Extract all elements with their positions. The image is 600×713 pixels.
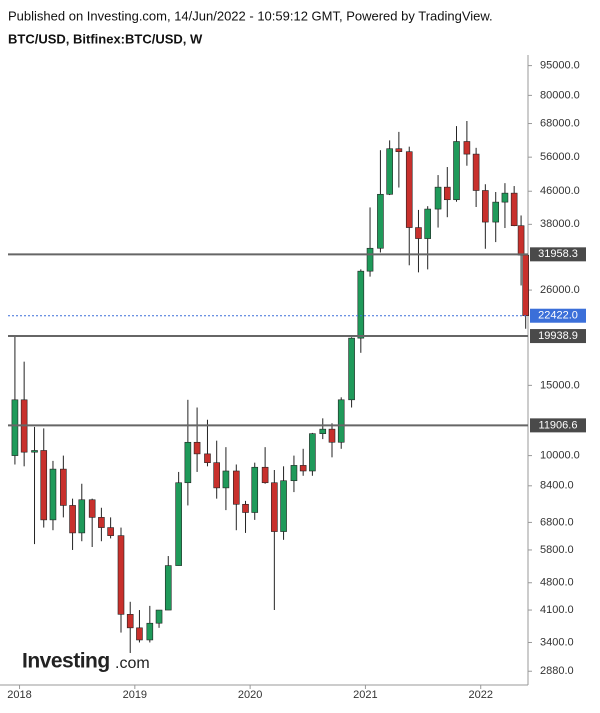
logo-main: Investing	[22, 650, 110, 673]
y-tick-label: 10000.0	[540, 450, 580, 462]
candle-body	[117, 535, 125, 615]
candle-body	[453, 141, 460, 201]
candle-body	[395, 148, 403, 152]
x-tick-label: 2018	[7, 689, 31, 701]
y-tick-label: 4100.0	[540, 604, 574, 616]
candle-body	[463, 141, 471, 155]
candle-body	[405, 151, 413, 228]
candle-body	[386, 148, 393, 195]
candle-body	[222, 470, 230, 489]
candle-body	[443, 186, 451, 201]
candle-body	[366, 247, 374, 272]
y-tick-label: 5800.0	[540, 544, 574, 556]
y-tick-label: 26000.0	[540, 284, 580, 296]
candle-body	[88, 499, 96, 518]
candle-body	[126, 614, 134, 629]
y-tick-label: 2880.0	[540, 665, 574, 677]
candle-body	[309, 433, 316, 472]
candle-body	[517, 225, 525, 256]
candle-body	[155, 609, 163, 624]
level-label-bg	[530, 329, 586, 344]
y-tick-label: 56000.0	[540, 151, 580, 163]
candle-body	[348, 337, 355, 401]
candle-body	[280, 480, 287, 532]
candle-body	[424, 208, 431, 239]
candle-body	[193, 441, 201, 455]
candle-body	[49, 468, 57, 521]
candle-body	[184, 441, 192, 484]
candle-body	[136, 627, 143, 641]
candle-body	[98, 517, 105, 528]
candle-body	[337, 399, 345, 443]
candle-body	[204, 453, 211, 463]
candle-body	[290, 465, 298, 482]
header: Published on Investing.com, 14/Jun/2022 …	[8, 8, 493, 23]
candle-body	[31, 450, 38, 453]
level-label-bg	[530, 247, 586, 262]
chart-title: BTC/USD, Bitfinex:BTC/USD, W	[8, 31, 203, 46]
candle-body	[242, 503, 249, 513]
last-price-label-bg	[530, 308, 586, 323]
level-label-bg	[530, 418, 586, 433]
candle-body	[472, 153, 480, 191]
candle-body	[175, 482, 182, 566]
candle-body	[482, 190, 489, 223]
y-tick-label: 38000.0	[540, 218, 580, 230]
y-tick-label: 3400.0	[540, 636, 574, 648]
candle-body	[510, 192, 518, 227]
y-tick-label: 15000.0	[540, 379, 580, 391]
level-label: 31958.3	[538, 248, 578, 260]
candle-body	[319, 428, 327, 434]
candle-body	[164, 565, 172, 611]
y-tick-label: 68000.0	[540, 117, 580, 129]
candle-body	[251, 466, 259, 513]
candle-body	[232, 470, 240, 505]
candle-body	[271, 482, 278, 532]
x-tick-label: 2021	[353, 689, 377, 701]
last-price-label: 22422.0	[538, 310, 578, 322]
x-tick-label: 2020	[238, 689, 262, 701]
candle-body	[11, 399, 19, 456]
candle-body	[328, 428, 336, 443]
candle-body	[415, 227, 422, 239]
y-tick-label: 8400.0	[540, 480, 574, 492]
candle-body	[434, 186, 442, 210]
y-tick-label: 95000.0	[540, 60, 580, 72]
candle-body	[492, 201, 500, 223]
level-label: 11906.6	[539, 419, 578, 431]
logo-suffix: .com	[115, 655, 150, 672]
candle-body	[69, 505, 76, 534]
y-tick-label: 80000.0	[540, 89, 580, 101]
y-tick-label: 6800.0	[540, 516, 574, 528]
candle-body	[377, 193, 384, 249]
candle-body	[299, 465, 307, 472]
x-tick-label: 2019	[123, 689, 147, 701]
candle-body	[357, 270, 365, 339]
candle-body	[146, 622, 154, 641]
candle-body	[40, 450, 48, 521]
candle-body	[261, 466, 269, 484]
x-tick-label: 2022	[468, 689, 492, 701]
candle-body	[213, 462, 220, 489]
level-label: 19938.9	[538, 330, 578, 342]
candle-body	[60, 468, 67, 506]
y-tick-label: 46000.0	[540, 185, 580, 197]
candle-body	[78, 499, 86, 534]
candle-body	[522, 254, 529, 317]
y-tick-label: 4800.0	[540, 577, 574, 589]
candle-body	[501, 192, 509, 203]
candle-body	[107, 527, 114, 536]
